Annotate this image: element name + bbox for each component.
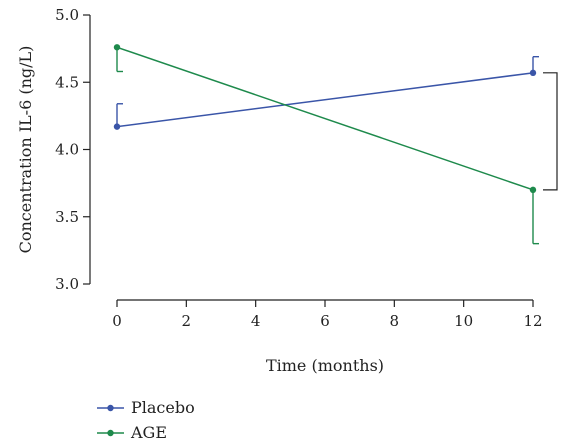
series-age [113,44,539,245]
x-tick-label: 6 [320,312,330,330]
y-tick-label: 5.0 [55,6,79,24]
series-line [116,72,534,128]
data-point [113,44,121,51]
data-point [529,69,537,77]
x-tick-label: 8 [390,312,400,330]
series-line [116,46,534,191]
x-tick-label: 12 [523,312,542,330]
bracket-line [543,72,558,191]
legend-marker [107,429,114,437]
legend: Placebo AGE [97,398,195,442]
axes [89,15,533,301]
x-tick-label: 4 [251,312,261,330]
y-ticks: 3.0 3.5 4.0 4.5 5.0 [55,6,90,293]
legend-marker [107,404,114,412]
y-axis-title: Concentration IL-6 (ng/L) [16,46,35,254]
y-tick-label: 4.0 [55,141,79,159]
data-point [113,123,121,130]
significance-bracket [543,72,558,191]
y-tick-label: 3.0 [55,275,79,293]
data-point [529,186,537,194]
x-axis-title: Time (months) [266,356,384,375]
x-tick-label: 10 [454,312,473,330]
legend-label: AGE [130,423,167,442]
x-tick-label: 0 [112,312,122,330]
x-ticks: 0 2 4 6 8 10 12 [112,300,543,330]
y-tick-label: 3.5 [55,208,79,226]
series-placebo [113,55,539,130]
y-tick-label: 4.5 [55,73,79,91]
series-group [113,44,539,245]
legend-label: Placebo [131,398,195,417]
x-tick-label: 2 [182,312,192,330]
